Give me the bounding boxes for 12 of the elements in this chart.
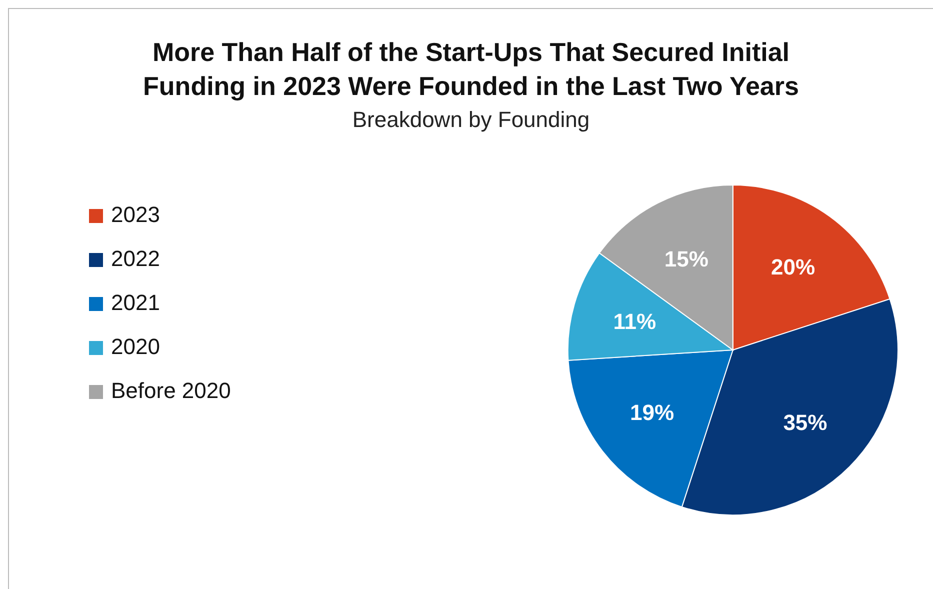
data-label: 19% bbox=[630, 400, 674, 426]
legend-label: Before 2020 bbox=[111, 378, 231, 403]
data-label: 35% bbox=[783, 410, 828, 435]
legend-label: 2020 bbox=[111, 334, 160, 359]
data-label: 15% bbox=[664, 246, 708, 272]
chart-subtitle: Breakdown by Founding bbox=[351, 107, 591, 133]
data-label: 11% bbox=[613, 308, 656, 334]
chart-title: More Than Half of the Start-Ups That Secured Initial Funding in 2023 Were Founded in the Last Two Years bbox=[142, 36, 800, 103]
data-label: 20% bbox=[770, 254, 816, 280]
legend-label: 2022 bbox=[111, 246, 160, 271]
legend-label: 2021 bbox=[111, 290, 160, 315]
legend-label: 2023 bbox=[111, 202, 160, 227]
